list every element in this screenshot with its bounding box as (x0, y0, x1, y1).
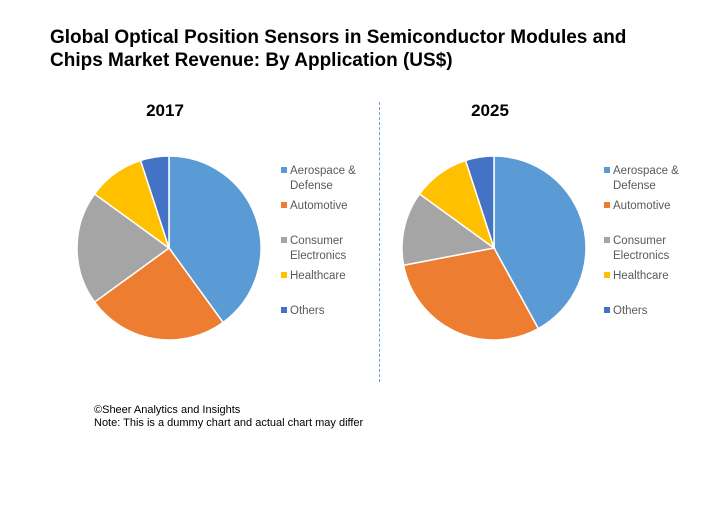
chart-divider (379, 102, 380, 382)
legend-label: Aerospace & (290, 165, 356, 177)
pie-slice-1 (493, 155, 587, 330)
legend-swatch (604, 272, 610, 278)
legend-label: Healthcare (613, 270, 669, 282)
legend-item-4: Healthcare (281, 270, 346, 282)
legend-label: Others (613, 305, 648, 317)
legend-swatch (604, 202, 610, 208)
legend-swatch (281, 202, 287, 208)
legend-item-4: Healthcare (604, 270, 669, 282)
pie-chart-2017: 2017 Aerospace & Defense Automotive Consumer… (76, 101, 356, 341)
legend-swatch (281, 167, 287, 173)
legend-swatch (604, 307, 610, 313)
legend-label: Electronics (613, 250, 669, 262)
pie-chart-2025: 2025 Aerospace & Defense Automotive Consumer… (401, 101, 679, 341)
legend-swatch (281, 237, 287, 243)
legend-label: Defense (613, 180, 656, 192)
legend-label: Consumer (613, 235, 666, 247)
legend-swatch (604, 167, 610, 173)
disclaimer-note: Note: This is a dummy chart and actual c… (94, 417, 364, 429)
chart-title-line-2: Chips Market Revenue: By Application (US… (50, 50, 453, 71)
legend-item-3: Consumer Electronics (281, 235, 346, 262)
chart-footer: ©Sheer Analytics and Insights Note: This… (94, 404, 363, 430)
legend-label: Aerospace & (613, 165, 679, 177)
legend-label: Healthcare (290, 270, 346, 282)
legend-swatch (604, 237, 610, 243)
legend-label: Automotive (290, 200, 348, 212)
legend-label: Others (290, 305, 325, 317)
legend-item-1: Aerospace & Defense (281, 165, 356, 192)
chart-title-line-1: Global Optical Position Sensors in Semic… (50, 27, 627, 48)
pie-slice-2 (93, 246, 225, 341)
legend-label: Automotive (613, 200, 671, 212)
pie-slice-3 (76, 192, 171, 304)
legend-label: Electronics (290, 250, 346, 262)
legend-item-3: Consumer Electronics (604, 235, 669, 262)
pie-slice-5 (464, 155, 495, 249)
chart-title: Global Optical Position Sensors in Semic… (50, 26, 690, 72)
legend-label: Consumer (290, 235, 343, 247)
pie-slice-3 (401, 192, 496, 267)
legend-item-2: Automotive (604, 200, 671, 212)
legend-item-2: Automotive (281, 200, 348, 212)
pie-title: 2017 (146, 101, 184, 120)
legend-item-5: Others (281, 305, 325, 317)
legend-label: Defense (290, 180, 333, 192)
pie-slice-5 (139, 155, 170, 249)
legend-swatch (281, 307, 287, 313)
pie-slice-1 (168, 155, 262, 324)
legend-item-5: Others (604, 305, 648, 317)
copyright-text: ©Sheer Analytics and Insights (94, 404, 241, 416)
pie-slice-2 (402, 247, 540, 341)
legend-item-1: Aerospace & Defense (604, 165, 679, 192)
legend-swatch (281, 272, 287, 278)
pie-title: 2025 (471, 101, 509, 120)
